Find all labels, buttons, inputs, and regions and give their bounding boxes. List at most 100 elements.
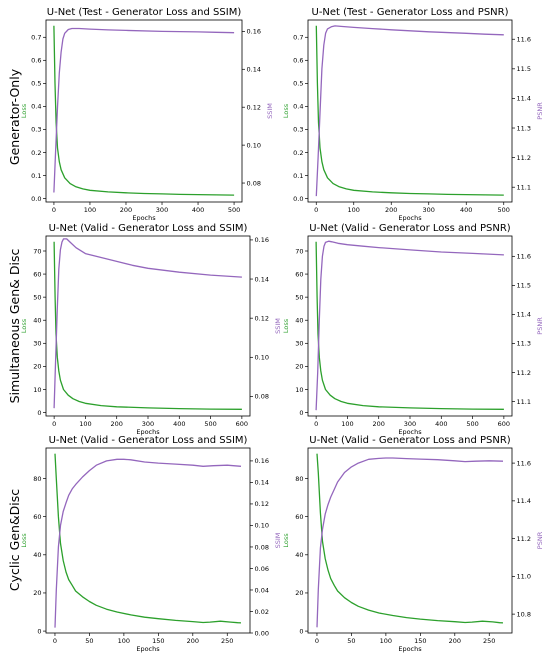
y-left-tick-label: 60 <box>295 513 303 521</box>
y-left-tick-label: 0.2 <box>31 149 41 157</box>
y-left-tick-label: 0 <box>299 409 303 417</box>
x-tick-label: 200 <box>120 206 132 214</box>
y-left-tick-label: 0.6 <box>31 57 41 65</box>
y-right-tick-label: 0.06 <box>255 565 269 573</box>
y-left-tick-label: 0.5 <box>293 80 303 88</box>
x-axis-label: Epochs <box>398 645 422 653</box>
y-left-tick-label: 50 <box>295 293 303 301</box>
chart-6: 0 50 100 150 200 250 0 20 40 60 80 10.8 11.0 11.2 11.4… <box>282 435 544 653</box>
x-tick-label: 400 <box>192 206 204 214</box>
y-right-tick-label: 11.5 <box>517 65 531 73</box>
plot-frame <box>307 235 513 417</box>
y-right-tick-label: 11.3 <box>517 340 531 348</box>
x-tick-label: 100 <box>341 420 353 428</box>
x-tick-label: 100 <box>118 637 130 645</box>
y-right-axis-label: PSNR <box>536 531 544 549</box>
y-right-axis-label: PSNR <box>536 102 544 120</box>
y-left-tick-label: 0.5 <box>31 80 41 88</box>
x-tick-label: 0 <box>53 637 57 645</box>
metric-line <box>315 240 504 411</box>
y-left-tick-label: 30 <box>295 340 303 348</box>
metric-line <box>54 458 242 628</box>
x-tick-label: 300 <box>404 420 416 428</box>
y-left-axis-label: Loss <box>282 533 290 548</box>
chart-title: U-Net (Valid - Generator Loss and SSIM) <box>49 435 248 446</box>
y-left-tick-label: 0.0 <box>293 195 303 203</box>
plot-frame <box>307 447 513 634</box>
y-right-axis-label: PSNR <box>536 317 544 335</box>
y-right-tick-label: 0.16 <box>255 457 269 465</box>
y-left-tick-label: 30 <box>33 340 41 348</box>
y-left-tick-label: 20 <box>295 363 303 371</box>
x-tick-label: 200 <box>111 420 123 428</box>
y-left-axis-label: Loss <box>20 533 28 548</box>
x-tick-label: 400 <box>460 206 472 214</box>
x-tick-label: 300 <box>423 206 435 214</box>
x-tick-label: 150 <box>414 637 426 645</box>
y-left-tick-label: 0.3 <box>31 126 41 134</box>
y-right-axis-label: SSIM <box>274 318 282 334</box>
y-right-tick-label: 11.6 <box>517 253 531 261</box>
y-left-tick-label: 0.4 <box>293 103 303 111</box>
loss-line <box>53 25 235 196</box>
chart-title: U-Net (Valid - Generator Loss and PSNR) <box>309 223 510 234</box>
x-tick-label: 100 <box>348 206 360 214</box>
y-left-tick-label: 10 <box>295 386 303 394</box>
x-tick-label: 500 <box>228 206 240 214</box>
y-left-tick-label: 60 <box>295 270 303 278</box>
y-right-tick-label: 0.14 <box>247 66 261 74</box>
y-right-tick-label: 0.00 <box>255 629 269 637</box>
y-left-tick-label: 70 <box>295 247 303 255</box>
y-left-axis-label: Loss <box>20 318 28 333</box>
x-tick-label: 100 <box>79 420 91 428</box>
y-left-tick-label: 40 <box>33 551 41 559</box>
y-left-tick-label: 0 <box>37 627 41 635</box>
loss-line <box>53 241 242 410</box>
y-right-tick-label: 0.14 <box>255 275 269 283</box>
y-left-tick-label: 0 <box>299 627 303 635</box>
y-left-tick-label: 0 <box>37 409 41 417</box>
x-tick-label: 50 <box>85 637 93 645</box>
y-left-tick-label: 0.1 <box>293 172 303 180</box>
chart-title: U-Net (Test - Generator Loss and SSIM) <box>47 7 242 18</box>
y-right-tick-label: 11.2 <box>517 535 531 543</box>
y-right-tick-label: 11.5 <box>517 282 531 290</box>
metric-line <box>315 25 504 197</box>
y-left-tick-label: 40 <box>295 317 303 325</box>
x-tick-label: 200 <box>449 637 461 645</box>
x-tick-label: 500 <box>498 206 510 214</box>
y-right-tick-label: 11.4 <box>517 95 531 103</box>
loss-line <box>54 453 242 624</box>
x-tick-label: 250 <box>483 637 495 645</box>
x-axis-label: Epochs <box>136 645 160 653</box>
x-tick-label: 250 <box>221 637 233 645</box>
x-tick-label: 300 <box>142 420 154 428</box>
y-right-tick-label: 0.08 <box>255 393 269 401</box>
y-right-tick-label: 11.0 <box>517 573 531 581</box>
y-right-tick-label: 11.4 <box>517 497 531 505</box>
chart-5: 0 50 100 150 200 250 0 20 40 60 80 0.00 0.02 0.04 0.06… <box>20 435 282 653</box>
x-tick-label: 300 <box>156 206 168 214</box>
x-tick-label: 400 <box>435 420 447 428</box>
y-right-tick-label: 11.1 <box>517 398 531 406</box>
y-left-tick-label: 40 <box>33 317 41 325</box>
metric-line <box>53 27 235 193</box>
chart-title: U-Net (Test - Generator Loss and PSNR) <box>312 7 509 18</box>
y-right-tick-label: 0.12 <box>247 104 261 112</box>
y-left-tick-label: 80 <box>295 475 303 483</box>
x-tick-label: 0 <box>52 206 56 214</box>
metric-line <box>316 457 504 628</box>
x-tick-label: 600 <box>498 420 510 428</box>
row-label-2: Simultaneous Gen& Disc <box>7 249 22 404</box>
y-left-axis-label: Loss <box>282 103 290 118</box>
x-tick-label: 150 <box>152 637 164 645</box>
y-right-tick-label: 0.02 <box>255 608 269 616</box>
x-tick-label: 50 <box>347 637 355 645</box>
row-label-1: Generator-Only <box>7 68 22 165</box>
y-right-tick-label: 0.08 <box>247 179 261 187</box>
y-left-tick-label: 0.7 <box>31 34 41 42</box>
y-right-tick-label: 11.6 <box>517 36 531 44</box>
loss-line <box>315 25 504 196</box>
chart-2: 0 100 200 300 400 500 0.0 0.1 0.2 0.3 0.4 0.5 0.6 0.7… <box>282 7 544 222</box>
metric-line <box>53 238 242 409</box>
